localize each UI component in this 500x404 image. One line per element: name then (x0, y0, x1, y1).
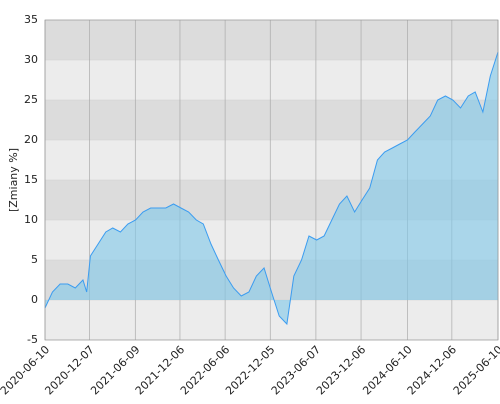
grid-band (45, 60, 498, 100)
y-tick-label: 5 (31, 253, 38, 266)
y-tick-label: 35 (24, 13, 38, 26)
grid-band (45, 300, 498, 340)
y-tick-label: -5 (27, 333, 38, 346)
y-tick-label: 15 (24, 173, 38, 186)
y-axis-label: [Zmiany %] (7, 148, 20, 212)
plot-border (44, 19, 499, 341)
y-tick-label: 25 (24, 93, 38, 106)
y-tick-label: 10 (24, 213, 38, 226)
grid-band (45, 20, 498, 60)
y-tick-label: 30 (24, 53, 38, 66)
x-tick-label: 2025-06-10 (451, 343, 500, 397)
y-tick-label: 0 (31, 293, 38, 306)
area (45, 52, 498, 324)
y-tick-label: 20 (24, 133, 38, 146)
line (44, 51, 499, 326)
